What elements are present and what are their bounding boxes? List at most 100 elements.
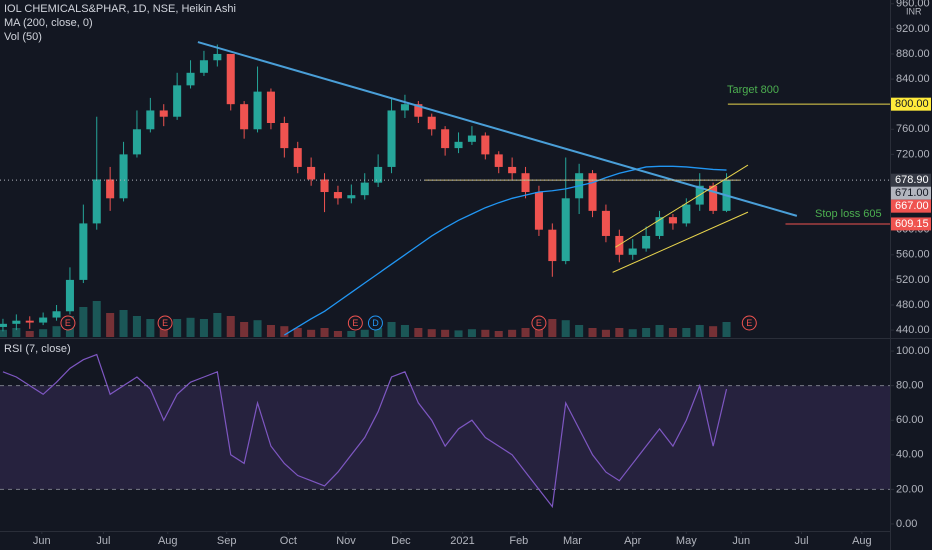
x-tick-label: Aug <box>852 535 872 547</box>
price-label: 671.00 <box>895 187 929 199</box>
candle-body <box>400 104 409 111</box>
volume-bar <box>668 328 677 337</box>
volume-bar <box>655 325 664 337</box>
y-tick-label: 760.00 <box>896 123 930 135</box>
candle-body <box>561 198 570 262</box>
event-label: E <box>162 318 168 328</box>
y-tick-label: 720.00 <box>896 148 930 160</box>
volume-bar <box>226 316 235 337</box>
candle-body <box>0 323 7 327</box>
candle-body <box>521 173 530 193</box>
candle-body <box>226 53 235 105</box>
y-tick-label: 0.00 <box>896 518 917 530</box>
volume-bar <box>400 325 409 337</box>
volume-bar <box>642 328 651 337</box>
event-label: E <box>746 318 752 328</box>
volume-bar <box>494 331 503 337</box>
candle-body <box>494 154 503 167</box>
event-marker <box>741 315 757 331</box>
volume-bar <box>347 331 356 337</box>
y-tick-label: 480.00 <box>896 299 930 311</box>
candle-body <box>240 104 249 130</box>
ma-line <box>284 165 727 336</box>
volume-bar <box>173 319 182 337</box>
volume-bar <box>360 329 369 337</box>
y-tick-label: 520.00 <box>896 274 930 286</box>
volume-bar <box>39 329 48 337</box>
candle-body <box>655 217 664 236</box>
event-marker <box>157 315 173 331</box>
drawing-line <box>615 164 749 248</box>
candle-body <box>92 179 101 224</box>
ma-label: MA (200, close, 0) <box>4 17 93 29</box>
volume-bar <box>320 328 329 337</box>
candle-body <box>454 141 463 149</box>
volume-bar <box>293 328 302 337</box>
volume-bar <box>427 329 436 337</box>
candle-body <box>534 192 543 230</box>
volume-bar <box>132 316 141 337</box>
volume-bar <box>615 328 624 337</box>
candle-body <box>253 91 262 130</box>
candle-body <box>266 91 275 124</box>
y-tick-label: 880.00 <box>896 48 930 60</box>
x-tick-label: Apr <box>624 535 641 547</box>
event-marker <box>367 315 383 331</box>
rsi-title: RSI (7, close) <box>4 343 71 355</box>
y-tick-label: 560.00 <box>896 249 930 261</box>
candle-body <box>642 235 651 249</box>
volume-bar <box>508 329 517 337</box>
volume-bar <box>709 326 718 337</box>
rsi-band <box>0 385 890 490</box>
candle-body <box>709 185 718 211</box>
x-tick-label: Jun <box>732 535 750 547</box>
volume-bar <box>266 325 275 337</box>
y-tick-label: 80.00 <box>896 380 924 392</box>
candle-body <box>186 72 195 86</box>
volume-bar <box>25 331 34 337</box>
candle-body <box>132 129 141 155</box>
symbol-title: IOL CHEMICALS&PHAR, 1D, NSE, Heikin Ashi <box>4 3 236 15</box>
volume-bar <box>561 320 570 337</box>
candle-body <box>387 110 396 167</box>
candle-body <box>280 123 289 149</box>
x-tick-label: Aug <box>158 535 178 547</box>
candle-body <box>467 135 476 142</box>
candle-body <box>119 154 128 199</box>
x-tick-label: 2021 <box>450 535 474 547</box>
price-label: 800.00 <box>895 98 929 110</box>
y-tick-label: 840.00 <box>896 73 930 85</box>
volume-bar <box>521 328 530 337</box>
x-tick-label: May <box>676 535 697 547</box>
volume-bar <box>0 329 7 337</box>
event-label: D <box>372 318 379 328</box>
volume-bar <box>199 319 208 337</box>
x-tick-label: Oct <box>280 535 297 547</box>
event-marker <box>531 315 547 331</box>
candle-body <box>199 60 208 73</box>
volume-bar <box>682 328 691 337</box>
volume-bar <box>374 328 383 337</box>
volume-bar <box>467 329 476 337</box>
y-tick-label: 60.00 <box>896 414 924 426</box>
volume-label: Vol (50) <box>4 31 42 43</box>
volume-bar <box>280 326 289 337</box>
volume-bar <box>414 328 423 337</box>
candle-body <box>65 279 74 312</box>
candle-body <box>601 210 610 236</box>
volume-bar <box>213 313 222 337</box>
volume-bar <box>52 326 61 337</box>
price-label: 678.90 <box>895 174 929 186</box>
candle-body <box>39 317 48 323</box>
volume-bar <box>628 329 637 337</box>
x-tick-label: Feb <box>509 535 528 547</box>
candle-body <box>213 53 222 61</box>
annotation: Stop loss 605 <box>815 208 882 220</box>
candle-body <box>481 135 490 155</box>
y-tick-label: 20.00 <box>896 483 924 495</box>
candle-body <box>441 129 450 149</box>
price-label-box <box>891 173 931 187</box>
price-label: 667.00 <box>895 200 929 212</box>
